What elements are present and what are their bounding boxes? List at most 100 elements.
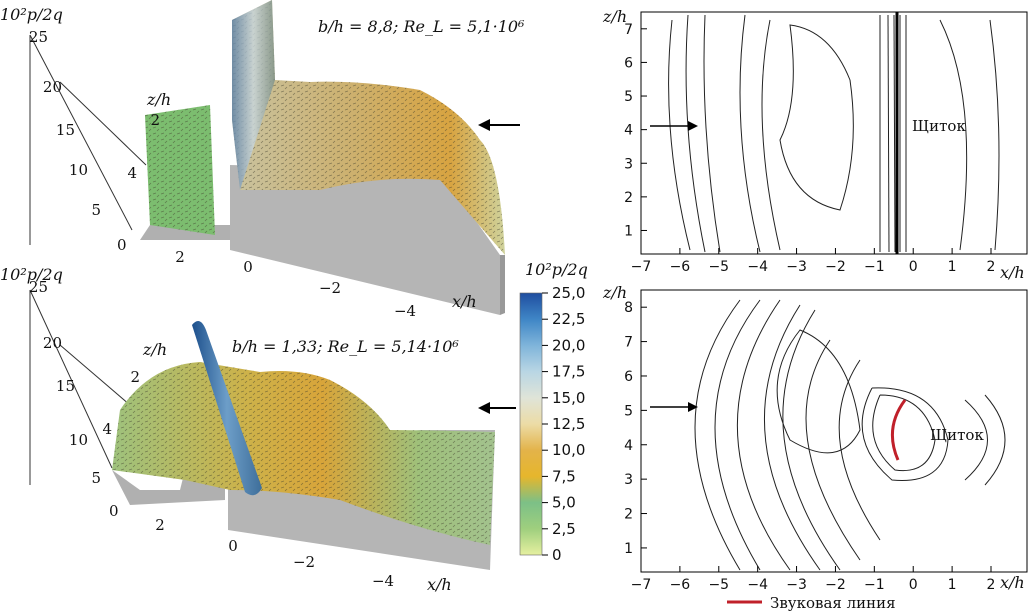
x-tick-label: −5: [708, 259, 729, 275]
z-axis-label-bottom: z/h: [142, 340, 167, 359]
x-axis-label-top-right: x/h: [1000, 263, 1025, 282]
y-tick-label: 4: [624, 123, 633, 139]
x-tick-label: −4: [372, 572, 394, 590]
x-ticks-top: 2 0 −2 −4: [175, 248, 416, 320]
downstream-speckle-top: [232, 0, 505, 255]
x-tick-label: −6: [670, 259, 691, 275]
x-tick-label: −1: [864, 259, 885, 275]
y-tick-label: 8: [624, 300, 633, 316]
flow-arrow-bottom: [478, 402, 516, 414]
colorbar-tick-label: 17,5: [552, 363, 585, 381]
y-tick-label: 7: [624, 22, 633, 38]
p-ticks-top: 25 20 15 10 5: [29, 28, 101, 219]
y-ticks-bottom-right: 1 2 3 4 5 6 7 8: [624, 300, 647, 557]
y-tick-label: 6: [624, 369, 633, 385]
y-tick-label: 3: [624, 156, 633, 172]
p-tick-label: 25: [29, 278, 48, 296]
contour-lines-top: [668, 14, 1000, 253]
colorbar: 10²p/2q 25,0 22,5 20,0 17,5 15,0 12,5 10,0 7,5 5…: [519, 260, 588, 564]
x-tick-label: 0: [243, 258, 253, 276]
x-tick-label: 1: [948, 259, 957, 275]
y-tick-label: 2: [624, 507, 633, 523]
p-axis-label-bottom: 10²p/2q: [0, 265, 63, 284]
colorbar-tick-label: 0: [552, 546, 562, 564]
colorbar-title: 10²p/2q: [525, 260, 588, 279]
shock-wall-top: [232, 0, 275, 190]
contour-frame-bottom: [640, 289, 1028, 573]
p-ticks-bottom: 25 20 15 10 5: [29, 278, 101, 487]
x-ticks-top-right: −7 −6 −5 −4 −3 −2 −1 0 1 2: [631, 248, 995, 275]
z-tick-label: 4: [127, 164, 137, 182]
x-tick-label: 0: [228, 537, 238, 555]
p-axis-line-b: [29, 289, 113, 469]
p-tick-label: 15: [56, 121, 75, 139]
y-tick-label: 4: [624, 438, 633, 454]
annotation-bottom: b/h = 1,33; Re_L = 5,14·10⁶: [232, 337, 459, 356]
x-tick-label: −6: [670, 577, 691, 593]
sonic-line-bottom: [890, 399, 907, 461]
p-axis-label-top: 10²p/2q: [0, 5, 63, 24]
z-axis-line-b: [59, 344, 131, 406]
x-axis-label-bottom: x/h: [427, 575, 452, 594]
colorbar-tick-label: 10,0: [552, 441, 585, 459]
x-tick-label: −5: [708, 577, 729, 593]
y-axis-label-top-right: z/h: [602, 7, 627, 26]
x-tick-label: −4: [394, 302, 416, 320]
zero-label-top: 0: [117, 236, 127, 254]
colorbar-tick-label: 15,0: [552, 389, 585, 407]
y-axis-label-bottom-right: z/h: [602, 283, 627, 302]
p-axis-line: [29, 34, 133, 231]
p-tick-label: 20: [43, 78, 62, 96]
base-edge-top: [500, 255, 505, 315]
p-tick-label: 15: [56, 377, 75, 395]
contour-frame-top: [640, 11, 1028, 255]
x-tick-label: 2: [987, 577, 996, 593]
x-ticks-bottom-right: −7 −6 −5 −4 −3 −2 −1 0 1 2: [631, 566, 996, 593]
z-axis-label-top: z/h: [146, 90, 171, 109]
upstream-speckle-top: [145, 105, 215, 235]
y-tick-label: 1: [624, 223, 633, 239]
x-axis-label-top: x/h: [452, 292, 477, 311]
colorbar-tick-label: 7,5: [552, 467, 576, 485]
contour-plot-bottom: −7 −6 −5 −4 −3 −2 −1 0 1 2 1 2 3 4 5 6 7 8 z/h x/h Щиток…: [602, 283, 1028, 612]
x-tick-label: −3: [786, 577, 807, 593]
p-tick-label: 5: [91, 469, 101, 487]
x-tick-label: −1: [864, 577, 885, 593]
y-ticks-top-right: 1 2 3 4 5 6 7: [624, 22, 647, 239]
colorbar-tick-label: 2,5: [552, 520, 576, 538]
x-tick-label: 2: [175, 248, 185, 266]
x-tick-label: 2: [155, 516, 165, 534]
surface-speckle-bottom: [112, 362, 495, 545]
z-ticks-top: 24: [127, 111, 160, 182]
colorbar-tick-label: 22,5: [552, 310, 585, 328]
x-tick-label: −2: [293, 553, 315, 571]
x-axis-label-bottom-right: x/h: [1000, 573, 1025, 592]
z-tick-label: 2: [130, 368, 140, 386]
p-tick-label: 25: [29, 28, 48, 46]
flow-arrow-top: [478, 119, 520, 131]
x-tick-label: −4: [747, 259, 768, 275]
p-tick-label: 10: [69, 161, 88, 179]
x-tick-label: −2: [825, 259, 846, 275]
y-tick-label: 3: [624, 472, 633, 488]
legend-label-sonic-line: Звуковая линия: [770, 594, 896, 612]
x-tick-label: −2: [825, 577, 846, 593]
colorbar-tick-label: 12,5: [552, 415, 585, 433]
annotation-bottom-right: Щиток: [930, 426, 984, 444]
p-tick-label: 5: [91, 201, 101, 219]
p-tick-label: 20: [43, 334, 62, 352]
contour-lines-bottom: [694, 299, 1006, 571]
y-tick-label: 1: [624, 541, 633, 557]
y-tick-label: 5: [624, 89, 633, 105]
x-tick-label: 0: [909, 577, 918, 593]
base-left-top: [140, 225, 245, 240]
y-tick-label: 6: [624, 55, 633, 71]
y-tick-label: 7: [624, 335, 633, 351]
colorbar-ticks: 25,0 22,5 20,0 17,5 15,0 12,5 10,0 7,5 5,0 2,5 0: [542, 284, 585, 564]
contour-plot-top: −7 −6 −5 −4 −3 −2 −1 0 1 2 1 2 3 4 5 6 7 z/h x/h Щиток: [602, 7, 1028, 282]
colorbar-gradient: [519, 292, 543, 556]
x-tick-label: −3: [786, 259, 807, 275]
